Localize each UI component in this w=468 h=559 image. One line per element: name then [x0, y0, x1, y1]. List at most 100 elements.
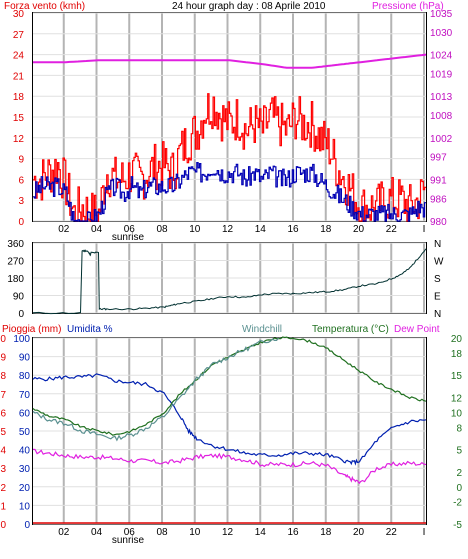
rain-ytick-2: 2: [0, 483, 6, 494]
direction-label-2: S: [434, 274, 441, 285]
pressure-axis-title: Pressione (hPa): [372, 1, 444, 12]
humidity-axis-title: Umidita %: [67, 324, 113, 335]
wind-ytick-9: 9: [18, 155, 24, 166]
temp-xtick-06: 06: [124, 527, 136, 538]
wind-ytick-12: 12: [13, 134, 25, 145]
humidity-ytick-10: 10: [19, 501, 31, 512]
temp-xtick-10: 10: [189, 527, 201, 538]
wind-ytick-21: 21: [13, 71, 25, 82]
wind-ytick-15: 15: [13, 113, 25, 124]
direction-label-3: E: [434, 292, 441, 303]
rain-ytick-4: 4: [0, 446, 6, 457]
humidity-ytick-20: 20: [19, 483, 31, 494]
wind-ytick-24: 24: [13, 51, 25, 62]
axis-labels: 0369121518212427309809869919971002100810…: [0, 9, 462, 546]
temperature-ytick-15: 15: [451, 371, 463, 382]
graph-title: 24 hour graph day : 08 Aprile 2010: [172, 1, 326, 12]
windchill-legend: Windchill: [242, 324, 282, 335]
rain-ytick-7: 7: [0, 390, 6, 401]
temperature-ytick-12: 12: [451, 394, 463, 405]
humidity-ytick-70: 70: [19, 390, 31, 401]
temp-sunrise-label: sunrise: [112, 535, 145, 546]
pressure-ytick-986: 986: [430, 194, 447, 205]
temperature-ytick-8: 8: [456, 423, 462, 434]
temperature-ytick-5: 5: [456, 446, 462, 457]
wind-xtick-12: 12: [222, 224, 234, 235]
wind-xtick-04: 04: [91, 224, 103, 235]
wind-avg-line: [33, 162, 426, 222]
wind-xtick-16: 16: [287, 224, 299, 235]
pressure-ytick-1035: 1035: [430, 9, 453, 20]
humidity-ytick-90: 90: [19, 353, 31, 364]
temp-xtick-04: 04: [91, 527, 103, 538]
direction-label-4: N: [434, 309, 441, 320]
temperature-ytick-20: 20: [451, 334, 463, 345]
temp-xtick-08: 08: [156, 527, 168, 538]
direction-ytick-360: 360: [7, 239, 24, 250]
temp-xtick-18: 18: [320, 527, 332, 538]
rain-ytick-10: 10: [0, 334, 6, 345]
wind-ytick-0: 0: [18, 217, 24, 228]
wind-panel-series: [33, 53, 427, 222]
rain-ytick-6: 6: [0, 408, 6, 419]
temperature-axis-title: Temperatura (°C): [312, 324, 389, 335]
temp-xtick-22: 22: [386, 527, 398, 538]
pressure-ytick-1019: 1019: [430, 70, 453, 81]
dewpoint-line: [32, 448, 427, 484]
temperature-ytick--5: -5: [453, 520, 462, 531]
temp-panel-series: [32, 336, 427, 524]
wind-xtick-22: 22: [386, 224, 398, 235]
rain-ytick-8: 8: [0, 371, 6, 382]
rain-ytick-3: 3: [0, 464, 6, 475]
wind-speed-axis-title: Forza vento (kmh): [4, 1, 85, 12]
wind-xtick-10: 10: [189, 224, 201, 235]
temp-xtick-14: 14: [255, 527, 267, 538]
humidity-ytick-80: 80: [19, 371, 31, 382]
wind-xtick-I: I: [423, 224, 426, 235]
wind-direction-line: [32, 248, 427, 315]
rain-axis-title: Pioggia (mm): [2, 324, 61, 335]
humidity-ytick-30: 30: [19, 464, 31, 475]
dewpoint-legend: Dew Point: [394, 324, 440, 335]
pressure-line: [33, 53, 427, 69]
pressure-ytick-1024: 1024: [430, 51, 453, 62]
direction-ytick-180: 180: [7, 274, 24, 285]
wind-xtick-18: 18: [320, 224, 332, 235]
humidity-ytick-0: 0: [24, 520, 30, 531]
wind-sunrise-label: sunrise: [112, 232, 145, 243]
humidity-ytick-50: 50: [19, 427, 31, 438]
temp-xtick-16: 16: [287, 527, 299, 538]
wind-ytick-30: 30: [13, 9, 25, 20]
temperature-ytick-10: 10: [451, 408, 463, 419]
humidity-ytick-40: 40: [19, 446, 31, 457]
temp-xtick-I: I: [423, 527, 426, 538]
direction-ytick-0: 0: [18, 309, 24, 320]
windchill-line: [32, 337, 280, 442]
wind-xtick-02: 02: [58, 224, 70, 235]
pressure-ytick-980: 980: [430, 217, 447, 228]
pressure-ytick-1008: 1008: [430, 111, 453, 122]
pressure-ytick-997: 997: [430, 153, 447, 164]
temp-xtick-12: 12: [222, 527, 234, 538]
direction-ytick-90: 90: [13, 292, 25, 303]
wind-ytick-6: 6: [18, 175, 24, 186]
direction-panel-series: [32, 248, 427, 315]
wind-ytick-3: 3: [18, 196, 24, 207]
wind-ytick-27: 27: [13, 30, 25, 41]
temp-xtick-02: 02: [58, 527, 70, 538]
temperature-ytick-18: 18: [451, 349, 463, 360]
direction-ytick-270: 270: [7, 257, 24, 268]
pressure-ytick-1030: 1030: [430, 28, 453, 39]
temperature-ytick-2: 2: [456, 468, 462, 479]
rain-ytick-0: 0: [0, 520, 6, 531]
humidity-ytick-60: 60: [19, 408, 31, 419]
pressure-ytick-1013: 1013: [430, 92, 453, 103]
wind-xtick-20: 20: [353, 224, 365, 235]
temperature-ytick--2: -2: [453, 498, 462, 509]
wind-gust-line: [33, 93, 426, 222]
humidity-line: [32, 373, 427, 466]
wind-xtick-08: 08: [156, 224, 168, 235]
humidity-ytick-100: 100: [13, 334, 30, 345]
